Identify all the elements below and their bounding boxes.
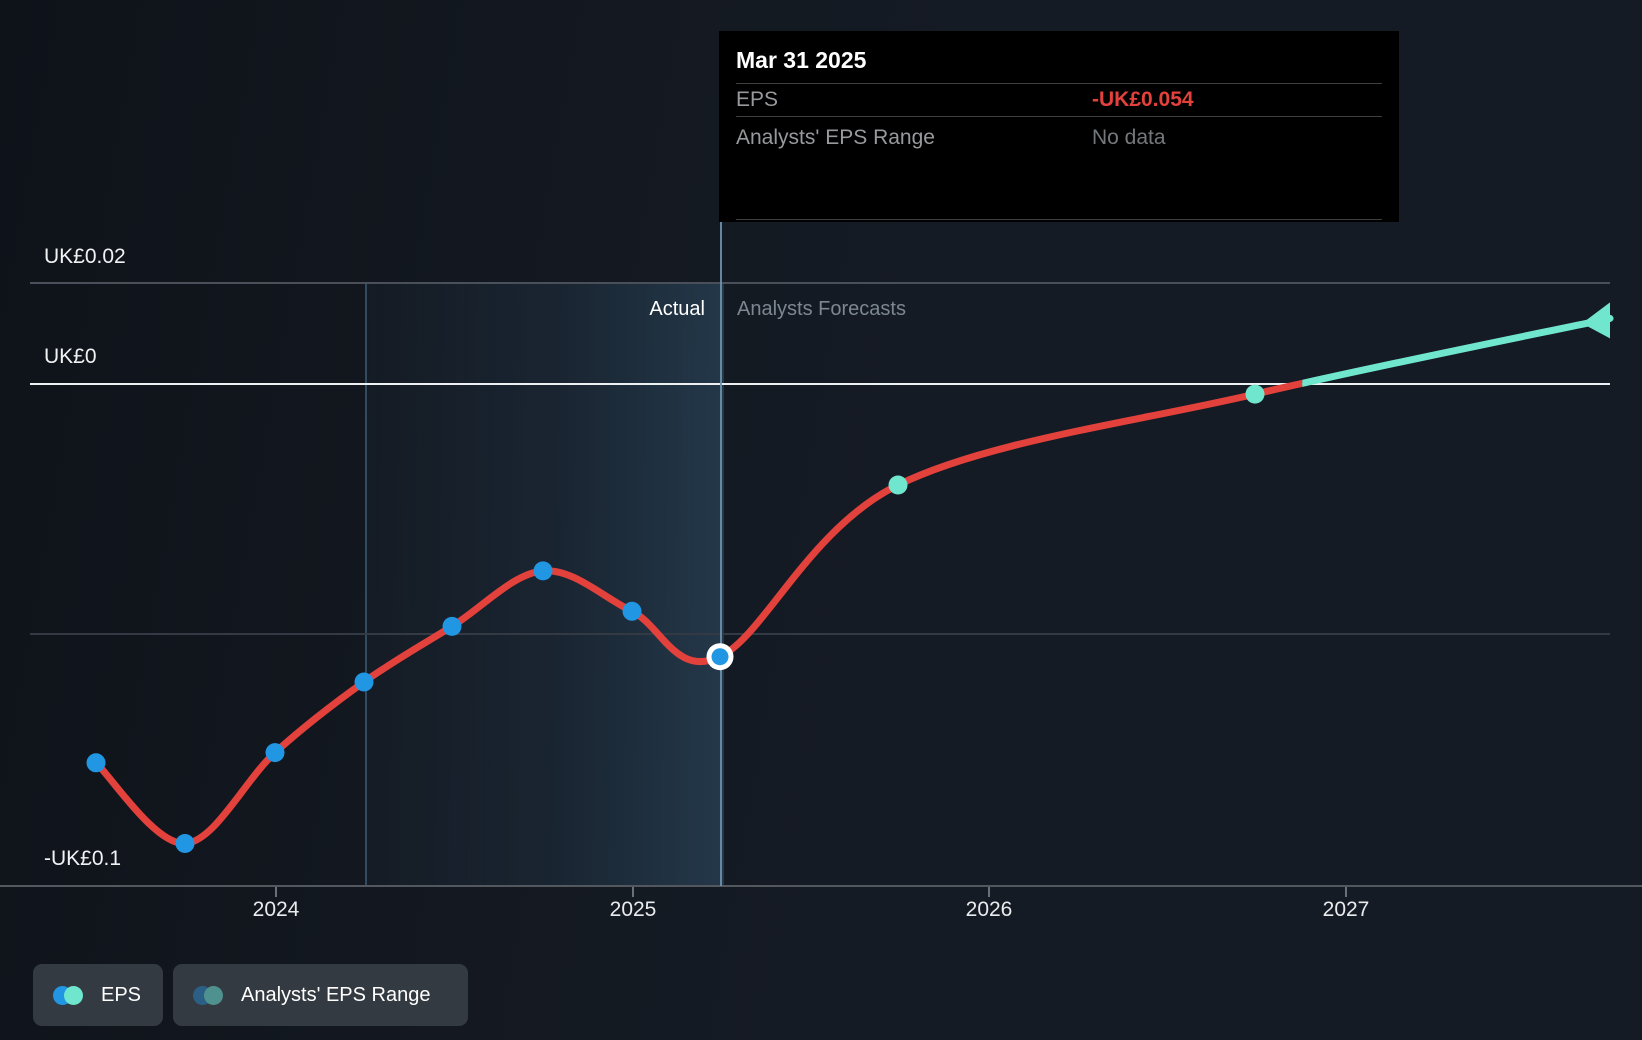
data-point-actual[interactable] [443,617,462,636]
forecast-end-arrow-icon [1582,302,1610,338]
eps-forecast-chart-page: { "colors": { "accent_blue": "#2196e3", … [0,0,1642,1040]
tooltip: Mar 31 2025 EPS -UK£0.054 Analysts' EPS … [719,31,1399,222]
data-point-selected[interactable] [712,648,729,665]
data-point-forecast[interactable] [1246,385,1265,404]
eps-line-actual-negative [96,318,1610,843]
data-point-actual[interactable] [355,673,374,692]
data-point-actual[interactable] [176,834,195,853]
tooltip-eps-value: -UK£0.054 [1092,88,1194,112]
tooltip-divider [736,219,1382,220]
eps-line-positive [96,318,1610,843]
legend-label: Analysts' EPS Range [241,984,430,1007]
data-point-actual[interactable] [534,561,553,580]
eps-teal-dot-icon [64,986,83,1005]
data-point-actual[interactable] [87,753,106,772]
tooltip-date-title: Mar 31 2025 [736,47,866,73]
data-point-actual[interactable] [266,743,285,762]
data-point-actual[interactable] [623,602,642,621]
legend-item-analysts-eps-range[interactable]: Analysts' EPS Range [173,964,468,1026]
legend-item-eps[interactable]: EPS [33,964,163,1026]
eps-markers [87,302,1611,853]
tooltip-divider [736,116,1382,117]
tooltip-eps-label: EPS [736,88,778,112]
range-teal-dot-icon [204,986,223,1005]
tooltip-range-value: No data [1092,126,1166,150]
tooltip-divider [736,83,1382,84]
legend: EPS Analysts' EPS Range [33,964,468,1026]
eps-line [96,318,1610,843]
legend-label: EPS [101,984,141,1007]
data-point-forecast[interactable] [889,476,908,495]
tooltip-range-label: Analysts' EPS Range [736,126,935,150]
